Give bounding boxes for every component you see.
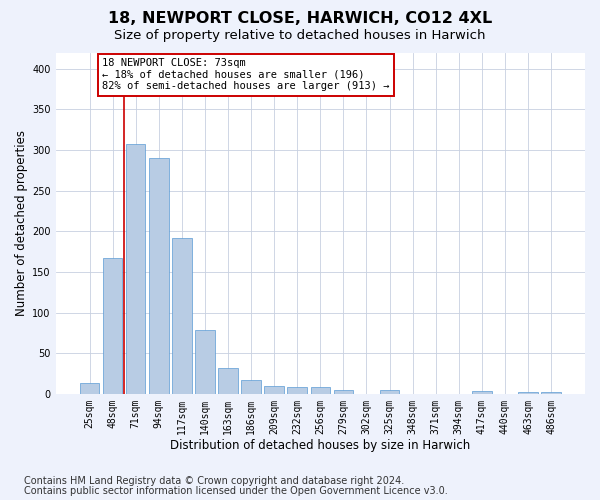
Bar [518, 392, 538, 394]
Text: Contains public sector information licensed under the Open Government Licence v3: Contains public sector information licen… [24, 486, 448, 496]
Text: 18, NEWPORT CLOSE, HARWICH, CO12 4XL: 18, NEWPORT CLOSE, HARWICH, CO12 4XL [108, 11, 492, 26]
X-axis label: Distribution of detached houses by size in Harwich: Distribution of detached houses by size … [170, 440, 470, 452]
Bar [472, 392, 491, 394]
Bar [241, 380, 261, 394]
Bar [126, 144, 145, 394]
Bar [149, 158, 169, 394]
Text: Contains HM Land Registry data © Crown copyright and database right 2024.: Contains HM Land Registry data © Crown c… [24, 476, 404, 486]
Bar [311, 386, 330, 394]
Text: 18 NEWPORT CLOSE: 73sqm
← 18% of detached houses are smaller (196)
82% of semi-d: 18 NEWPORT CLOSE: 73sqm ← 18% of detache… [102, 58, 390, 92]
Bar [218, 368, 238, 394]
Bar [541, 392, 561, 394]
Bar [103, 258, 122, 394]
Text: Size of property relative to detached houses in Harwich: Size of property relative to detached ho… [114, 29, 486, 42]
Y-axis label: Number of detached properties: Number of detached properties [15, 130, 28, 316]
Bar [80, 384, 100, 394]
Bar [265, 386, 284, 394]
Bar [287, 388, 307, 394]
Bar [195, 330, 215, 394]
Bar [334, 390, 353, 394]
Bar [380, 390, 400, 394]
Bar [172, 238, 191, 394]
